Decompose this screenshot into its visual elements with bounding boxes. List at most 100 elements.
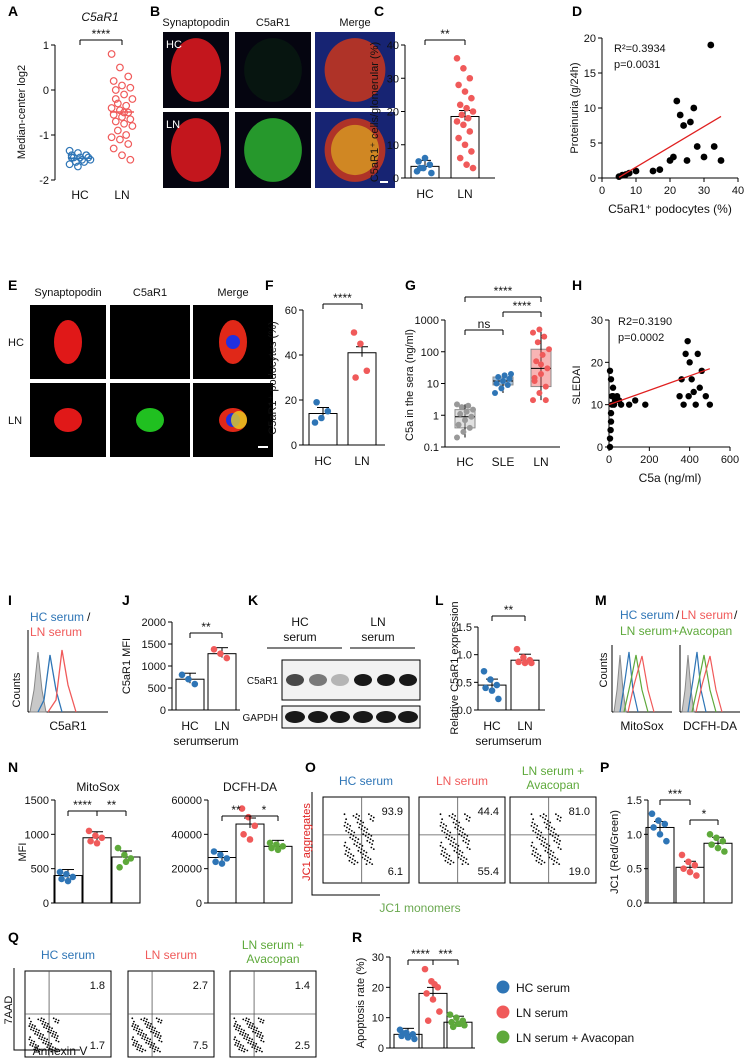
- event-dot: [132, 1022, 135, 1025]
- y-tick-label: 10: [427, 379, 439, 391]
- flow-plot-title: HC serum: [41, 948, 95, 962]
- event-dot: [536, 824, 539, 827]
- event-dot: [259, 1034, 262, 1036]
- x-tick-label: HC: [456, 455, 474, 469]
- event-dot: [252, 1022, 254, 1025]
- event-dot: [454, 846, 457, 849]
- event-dot: [544, 838, 547, 841]
- data-point: [676, 393, 683, 400]
- event-dot: [259, 1047, 262, 1050]
- event-dot: [243, 1029, 245, 1032]
- event-dot: [537, 861, 540, 864]
- sig-r-a-label: ****: [411, 947, 430, 961]
- legend-label: HC serum: [516, 981, 570, 995]
- sig-p-b-label: *: [702, 807, 707, 821]
- event-dot: [465, 818, 468, 821]
- event-dot: [139, 1047, 142, 1050]
- event-dot: [30, 1026, 33, 1029]
- band: [354, 674, 372, 686]
- event-dot: [451, 813, 454, 816]
- event-dot: [449, 843, 452, 846]
- panel-letter-g: G: [405, 277, 416, 293]
- event-dot: [532, 829, 535, 832]
- event-dot: [233, 1017, 236, 1020]
- data-point: [504, 381, 511, 388]
- data-point: [185, 675, 192, 683]
- band: [377, 674, 395, 686]
- data-point: [463, 161, 470, 168]
- event-dot: [372, 819, 374, 822]
- event-dot: [369, 858, 372, 861]
- event-dot: [455, 823, 457, 826]
- blot-c5ar1: [281, 659, 421, 701]
- data-point: [118, 113, 126, 121]
- event-dot: [355, 844, 358, 847]
- event-dot: [452, 861, 455, 864]
- data-point: [617, 401, 625, 408]
- data-point: [114, 844, 122, 852]
- data-point: [116, 135, 124, 144]
- event-dot: [546, 843, 548, 846]
- legend-label: LN serum: [516, 1006, 568, 1020]
- event-dot: [251, 1046, 254, 1049]
- event-dot: [137, 1025, 139, 1027]
- data-point: [678, 851, 686, 859]
- data-point: [274, 846, 282, 854]
- event-dot: [551, 854, 554, 857]
- band: [398, 711, 418, 723]
- x-tick-label: LN: [354, 454, 369, 468]
- data-point: [713, 834, 720, 842]
- event-dot: [154, 1027, 156, 1030]
- event-dot: [550, 829, 552, 832]
- event-dot: [257, 1017, 260, 1020]
- data-point: [426, 161, 434, 168]
- data-point: [210, 645, 218, 653]
- y-tick-label: 0: [378, 1043, 384, 1055]
- event-dot: [556, 818, 559, 821]
- y-tick-label: 30: [372, 952, 384, 964]
- ln-histogram: [627, 655, 655, 713]
- event-dot: [150, 1022, 152, 1025]
- event-dot: [256, 1035, 258, 1037]
- data-point: [530, 329, 536, 336]
- data-point: [245, 813, 252, 821]
- event-dot: [559, 819, 561, 822]
- event-dot: [242, 1045, 245, 1047]
- colocalization: [331, 124, 379, 176]
- data-point: [493, 681, 501, 689]
- data-point: [642, 401, 649, 408]
- event-dot: [249, 1021, 252, 1024]
- data-point: [404, 1034, 412, 1041]
- data-point: [680, 401, 687, 408]
- event-dot: [155, 1030, 158, 1033]
- data-point: [542, 383, 549, 390]
- event-dot: [248, 1026, 250, 1029]
- data-point: [606, 367, 614, 374]
- event-dot: [149, 1038, 152, 1041]
- data-point: [673, 97, 681, 105]
- legend-ln-serum: LN serum: [681, 608, 733, 622]
- sig-n1-b-label: **: [107, 798, 117, 812]
- event-dot: [55, 1039, 58, 1042]
- event-dot: [454, 814, 457, 817]
- data-point: [428, 169, 435, 177]
- x-tick-label: 40: [732, 185, 744, 197]
- event-dot: [455, 819, 458, 822]
- data-point: [111, 86, 120, 94]
- event-dot: [145, 1034, 148, 1036]
- event-dot: [355, 813, 358, 816]
- event-dot: [550, 849, 552, 852]
- data-point: [469, 108, 477, 115]
- data-point: [69, 873, 77, 881]
- event-dot: [366, 839, 369, 842]
- data-point: [178, 671, 186, 679]
- data-point: [363, 367, 371, 375]
- sig-g-sle-ln-label: ****: [513, 299, 532, 313]
- event-dot: [248, 1037, 251, 1040]
- event-dot: [350, 829, 353, 832]
- y-tick-label: 0: [43, 85, 49, 97]
- event-dot: [345, 849, 348, 852]
- event-dot: [138, 1028, 141, 1031]
- event-dot: [133, 1028, 135, 1031]
- legend-separator: /: [734, 608, 738, 622]
